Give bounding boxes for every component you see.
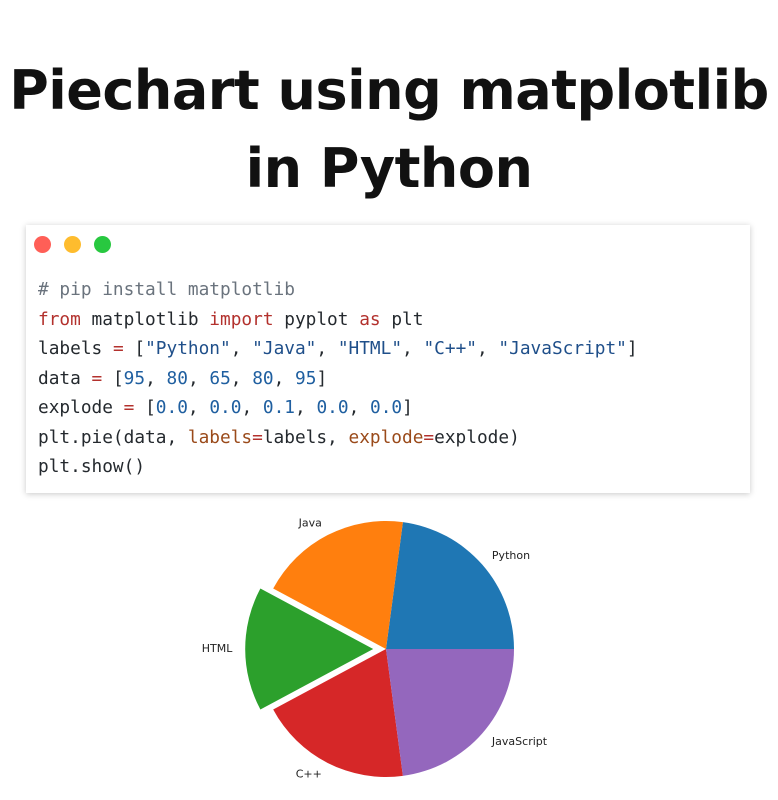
code-token: 95 xyxy=(295,367,317,389)
code-token: 0.1 xyxy=(262,397,296,418)
code-token: , xyxy=(273,367,296,389)
code-token: from xyxy=(38,308,81,330)
code-token: plt.pie(data, xyxy=(38,426,188,448)
code-token: = xyxy=(423,426,435,448)
code-token: as xyxy=(359,308,381,330)
pie-slice-java xyxy=(273,521,403,649)
code-token: explode) xyxy=(434,426,520,448)
code-token: labels, xyxy=(262,426,349,448)
code-token: , xyxy=(145,367,167,389)
code-token: 0.0 xyxy=(209,397,242,418)
code-token: data xyxy=(38,367,92,389)
code-token: ] xyxy=(316,367,328,389)
pie-slice-html xyxy=(245,588,374,710)
code-token: , xyxy=(295,397,317,418)
code-token: matplotlib xyxy=(80,308,210,330)
code-token: [ xyxy=(134,397,156,418)
code-token: , xyxy=(477,338,499,359)
code-line: data = [95, 80, 65, 80, 95] xyxy=(38,364,638,394)
code-token: "Java" xyxy=(252,338,317,359)
code-token: pyplot xyxy=(273,308,360,330)
pie-label: Python xyxy=(492,549,530,562)
code-token: "JavaScript" xyxy=(498,338,627,359)
code-line: from matplotlib import pyplot as plt xyxy=(38,305,638,335)
code-line: plt.pie(data, labels=labels, explode=exp… xyxy=(38,423,638,453)
pie-slice-javascript xyxy=(386,649,514,776)
code-token: = xyxy=(252,426,263,448)
code-token: , xyxy=(230,367,253,389)
pie-label: HTML xyxy=(202,642,233,655)
pie-chart: Python Java HTML C++ JavaScript xyxy=(202,517,548,781)
code-token: "Python" xyxy=(145,338,231,359)
code-token: , xyxy=(348,397,370,418)
code-token: , xyxy=(316,338,338,359)
code-token: , xyxy=(187,367,210,389)
code-token: ] xyxy=(402,397,413,418)
code-token: , xyxy=(402,338,424,359)
code-token: 0.0 xyxy=(316,397,349,418)
code-token: plt xyxy=(380,308,424,330)
code-token: ] xyxy=(626,338,638,359)
pie-label: Java xyxy=(298,517,322,530)
code-token: labels xyxy=(187,426,253,448)
pie-slice-python xyxy=(386,522,514,649)
close-dot-icon[interactable] xyxy=(34,236,51,253)
code-token: = xyxy=(91,367,103,389)
minimize-dot-icon[interactable] xyxy=(64,236,82,253)
code-token: "C++" xyxy=(423,338,477,359)
pie-label: JavaScript xyxy=(491,735,548,748)
pie-label: C++ xyxy=(296,767,322,780)
code-line: labels = ["Python", "Java", "HTML", "C++… xyxy=(38,334,638,364)
code-token: 0.0 xyxy=(369,397,403,418)
code-line: explode = [0.0, 0.0, 0.1, 0.0, 0.0] xyxy=(38,393,638,423)
code-token: # pip install matplotlib xyxy=(38,279,295,300)
code-token: = xyxy=(123,397,135,418)
code-token: explode xyxy=(38,397,124,418)
code-token: , xyxy=(230,338,253,359)
code-token: [ xyxy=(123,338,146,359)
code-token: , xyxy=(241,397,263,418)
code-token: explode xyxy=(348,426,424,448)
code-window: # pip install matplotlib from matplotlib … xyxy=(26,225,750,493)
code-token: 95 xyxy=(123,367,146,389)
code-token: "HTML" xyxy=(337,338,403,359)
code-token: 80 xyxy=(166,367,188,389)
code-token: , xyxy=(187,397,210,418)
page-title-line-2: in Python xyxy=(245,137,533,200)
page-title-line-1: Piechart using matplotlib xyxy=(9,59,769,122)
code-token: 0.0 xyxy=(155,397,188,418)
code-line: plt.show() xyxy=(38,452,638,482)
code-token: import xyxy=(209,308,274,330)
maximize-dot-icon[interactable] xyxy=(94,236,112,253)
window-controls xyxy=(34,236,119,256)
page-title: Piechart using matplotlib in Python xyxy=(0,52,778,208)
code-block: # pip install matplotlib from matplotlib … xyxy=(38,275,638,482)
code-line: # pip install matplotlib xyxy=(38,275,638,305)
code-token: [ xyxy=(102,367,124,389)
code-token: = xyxy=(112,338,124,359)
pie-slice-c- xyxy=(273,649,403,777)
code-token: 65 xyxy=(209,367,231,389)
code-token: 80 xyxy=(252,367,274,389)
code-token: labels xyxy=(38,338,113,359)
code-token: plt.show() xyxy=(38,456,146,477)
